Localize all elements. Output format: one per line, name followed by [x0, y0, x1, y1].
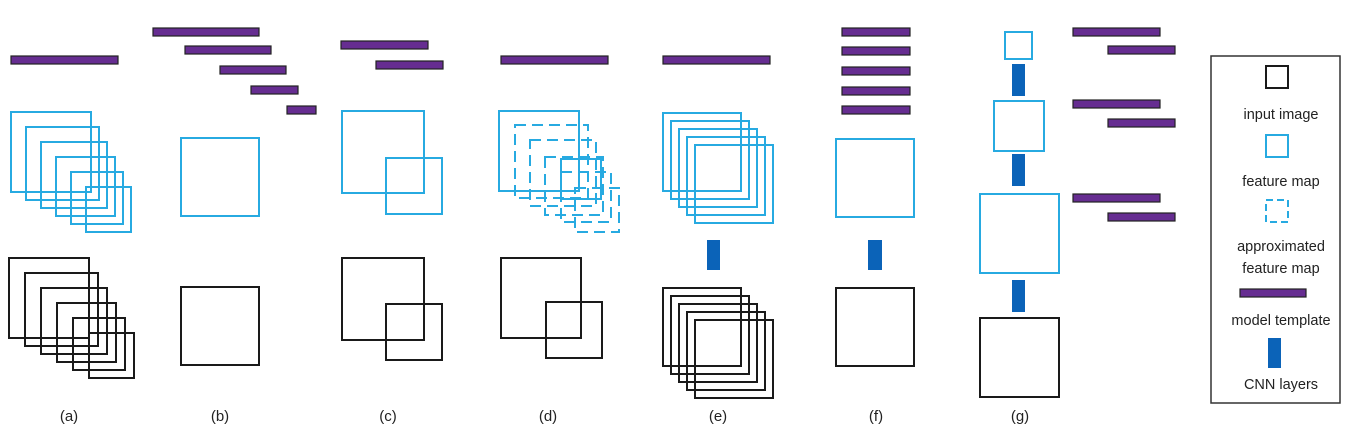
- input-image: [662, 287, 742, 367]
- feature-map: [85, 186, 132, 233]
- input-image: [180, 286, 260, 366]
- feature-map: [341, 110, 425, 194]
- model-template-layer: [10, 27, 1176, 222]
- feature-map: [498, 110, 580, 192]
- feature-map: [180, 137, 260, 217]
- feature-map: [835, 138, 915, 218]
- cnn-layers-layer: [707, 64, 1025, 312]
- input-image: [979, 317, 1060, 398]
- legend-label-approximated: approximated: [1237, 239, 1325, 255]
- model-template-bar: [841, 46, 911, 56]
- input-image: [341, 257, 425, 341]
- model-template-bar: [1072, 99, 1161, 109]
- feature-map: [10, 111, 92, 193]
- legend-label-model-template: model template: [1231, 313, 1331, 329]
- legend-label-approximated-feature-map: feature map: [1242, 261, 1320, 277]
- input-image: [670, 295, 750, 375]
- model-template-bar: [1107, 118, 1176, 128]
- model-template-bar: [1107, 45, 1176, 55]
- legend-label-input-image: input image: [1243, 107, 1319, 123]
- cnn-layer-block: [868, 240, 882, 270]
- cnn-layer-block: [1012, 154, 1025, 186]
- panel-label-b: (b): [210, 408, 230, 425]
- panel-label-g: (g): [1010, 408, 1030, 425]
- input-image: [678, 303, 758, 383]
- model-template-bar: [152, 27, 260, 37]
- approximated-feature-map: [574, 187, 620, 233]
- panel-label-a: (a): [59, 408, 79, 425]
- feature-map: [686, 136, 766, 216]
- panel-label-c: (c): [379, 408, 397, 425]
- model-template-bar: [841, 86, 911, 96]
- input-image: [686, 311, 766, 391]
- legend-approximated-feature-map-icon: [1265, 199, 1289, 223]
- model-template-bar: [1072, 27, 1161, 37]
- model-template-bar: [375, 60, 444, 70]
- input-image: [545, 301, 603, 359]
- approximated-feature-map: [529, 139, 597, 207]
- feature-map: [993, 100, 1045, 152]
- model-template-bar: [841, 27, 911, 37]
- legend-label-feature-map: feature map: [1242, 174, 1320, 190]
- model-template-bar: [286, 105, 317, 115]
- panel-label-f: (f): [868, 408, 884, 425]
- model-template-bar: [1072, 193, 1161, 203]
- legend-feature-map-icon: [1265, 134, 1289, 158]
- feature-map: [70, 171, 124, 225]
- feature-map-layer: [10, 31, 1060, 274]
- input-image: [835, 287, 915, 367]
- model-template-bar: [841, 105, 911, 115]
- cnn-layer-block: [1012, 280, 1025, 312]
- legend-cnn-layers-icon: [1268, 338, 1281, 368]
- cnn-layer-block: [1012, 64, 1025, 96]
- feature-map: [385, 157, 443, 215]
- feature-map: [560, 158, 602, 200]
- feature-map: [25, 126, 100, 201]
- feature-map: [979, 193, 1060, 274]
- model-template-bar: [250, 85, 299, 95]
- model-template-bar: [10, 55, 119, 65]
- feature-map: [662, 112, 742, 192]
- model-template-bar: [662, 55, 771, 65]
- panel-label-e: (e): [708, 408, 728, 425]
- input-image: [694, 319, 774, 399]
- feature-map: [694, 144, 774, 224]
- model-template-bar: [500, 55, 609, 65]
- feature-map: [1004, 31, 1033, 60]
- input-image: [72, 317, 126, 371]
- input-image: [500, 257, 582, 339]
- model-template-bar: [184, 45, 272, 55]
- feature-map: [678, 128, 758, 208]
- legend-model-template-icon: [1239, 288, 1307, 298]
- cnn-layer-block: [707, 240, 720, 270]
- input-image: [24, 272, 99, 347]
- panel-label-d: (d): [538, 408, 558, 425]
- legend-box: [1210, 55, 1341, 404]
- model-template-bar: [1107, 212, 1176, 222]
- approximated-feature-map: [544, 156, 604, 216]
- model-template-bar: [340, 40, 429, 50]
- model-template-bar: [219, 65, 287, 75]
- legend-frame: [1210, 55, 1341, 404]
- model-template-bar: [841, 66, 911, 76]
- feature-map: [670, 120, 750, 200]
- approximated-feature-map: [560, 171, 612, 223]
- input-image: [8, 257, 90, 339]
- input-image: [385, 303, 443, 361]
- approximated-feature-map: [514, 124, 589, 199]
- legend-label-cnn-layers: CNN layers: [1243, 377, 1319, 393]
- input-image: [88, 332, 135, 379]
- input-image-layer: [8, 257, 1060, 399]
- feature-map: [40, 141, 108, 209]
- legend-input-image-icon: [1265, 65, 1289, 89]
